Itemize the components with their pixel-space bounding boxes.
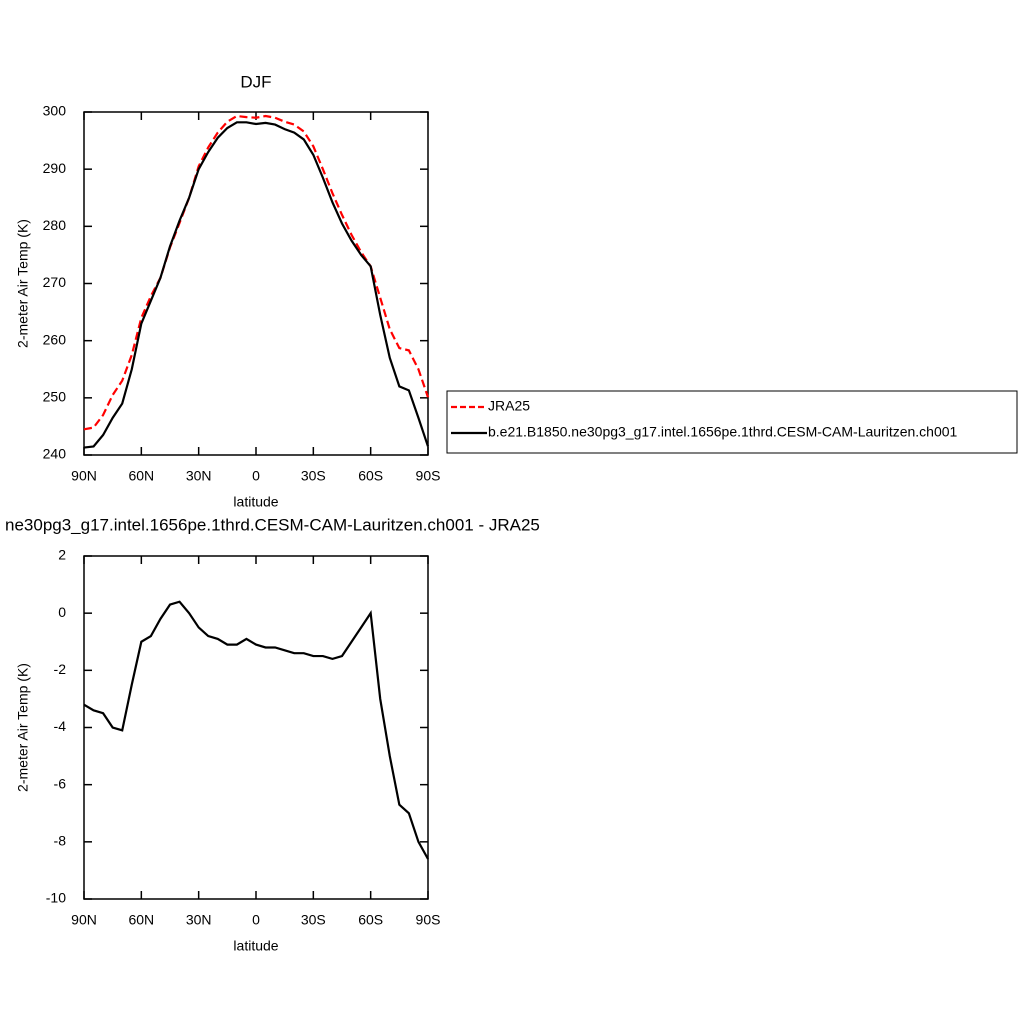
x-tick-label: 30N: [186, 912, 212, 928]
y-axis-label: 2-meter Air Temp (K): [15, 663, 31, 792]
y-tick-label: 250: [43, 389, 67, 405]
chart-title: ne30pg3_g17.intel.1656pe.1thrd.CESM-CAM-…: [5, 515, 540, 534]
y-tick-label: 2: [58, 547, 66, 563]
plot-frame: [83, 555, 429, 900]
data-line: [83, 114, 430, 431]
data-line: [83, 121, 430, 449]
x-tick-label: 90N: [71, 912, 97, 928]
y-tick-label: 0: [58, 604, 66, 620]
y-tick-label: 270: [43, 274, 67, 290]
x-tick-label: 60S: [358, 468, 383, 484]
chart-title: DJF: [240, 72, 271, 91]
x-tick-label: 0: [252, 912, 260, 928]
legend-label: b.e21.B1850.ne30pg3_g17.intel.1656pe.1th…: [488, 424, 958, 440]
y-tick-label: 290: [43, 160, 67, 176]
y-tick-label: -10: [46, 890, 66, 906]
x-tick-label: 0: [252, 468, 260, 484]
data-line: [83, 600, 429, 860]
x-tick-label: 30N: [186, 468, 212, 484]
y-tick-label: -2: [54, 661, 67, 677]
legend-box: [446, 390, 1018, 454]
x-axis-label: latitude: [233, 938, 278, 954]
x-tick-label: 60N: [128, 912, 154, 928]
y-tick-label: 260: [43, 331, 67, 347]
x-tick-label: 90S: [416, 912, 441, 928]
x-tick-label: 30S: [301, 912, 326, 928]
x-tick-label: 60S: [358, 912, 383, 928]
x-tick-label: 30S: [301, 468, 326, 484]
legend-label: JRA25: [488, 398, 530, 414]
x-tick-label: 90S: [416, 468, 441, 484]
y-tick-label: 240: [43, 446, 67, 462]
x-axis-label: latitude: [233, 494, 278, 510]
x-tick-label: 90N: [71, 468, 97, 484]
x-tick-label: 60N: [128, 468, 154, 484]
y-axis-label: 2-meter Air Temp (K): [15, 219, 31, 348]
y-tick-label: -4: [54, 718, 67, 734]
y-tick-label: -8: [54, 833, 67, 849]
y-tick-label: 300: [43, 103, 67, 119]
plot-frame: [83, 111, 429, 456]
y-tick-label: -6: [54, 775, 67, 791]
y-tick-label: 280: [43, 217, 67, 233]
